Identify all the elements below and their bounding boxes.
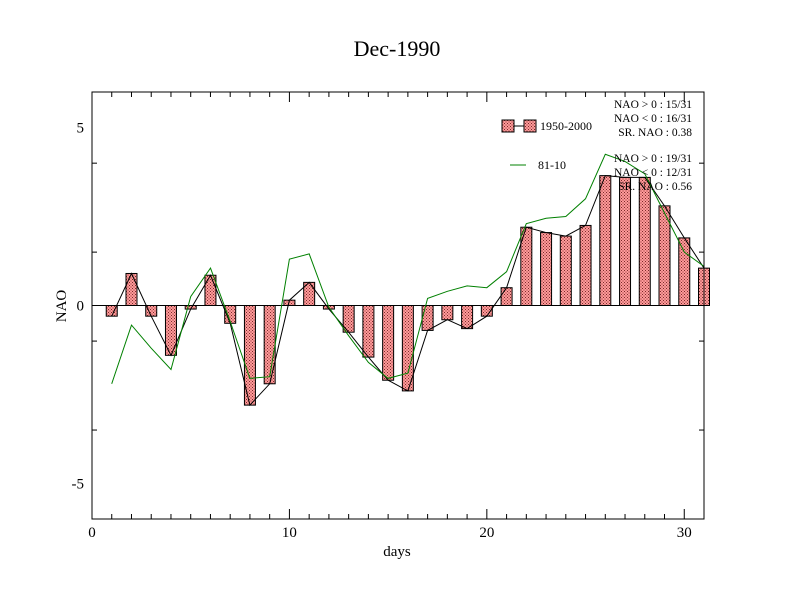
plot-area <box>92 153 710 407</box>
plot-frame <box>91 91 705 520</box>
legend-label-81-10: 81-10 <box>538 158 566 172</box>
x-tick-label: 30 <box>677 525 692 541</box>
bar-day-14 <box>362 305 375 358</box>
legend-swatch-1950-2000 <box>501 119 515 133</box>
bar-day-19 <box>461 305 474 330</box>
y-tick-label: -5 <box>72 476 85 492</box>
series-line-81-10 <box>111 153 705 384</box>
x-tick-label: 0 <box>88 525 96 541</box>
bar-day-18 <box>441 305 454 321</box>
bar-day-26 <box>599 175 612 306</box>
stat-line: NAO < 0 : 16/31 <box>614 113 692 125</box>
chart-title: Dec-1990 <box>354 36 441 61</box>
x-tick-label: 20 <box>479 525 494 541</box>
bar-series-line <box>111 175 705 407</box>
y-tick-label: 0 <box>77 299 85 315</box>
stat-line: SR. NAO : 0.56 <box>618 181 692 193</box>
bar-day-9 <box>263 305 276 385</box>
x-tick-label: 10 <box>282 525 297 541</box>
bar-day-15 <box>382 305 395 381</box>
bar-day-30 <box>678 237 691 306</box>
bar-day-23 <box>540 232 553 306</box>
bar-day-21 <box>500 287 513 307</box>
bar-day-24 <box>559 235 572 306</box>
bar-day-17 <box>421 305 434 331</box>
bar-day-2 <box>125 272 138 307</box>
legend-label-1950-2000: 1950-2000 <box>540 119 592 133</box>
bar-day-28 <box>638 176 651 306</box>
axis-ticks: 0 10 20 30 -5 0 5 <box>72 92 705 541</box>
stat-line: SR. NAO : 0.38 <box>618 127 692 139</box>
y-tick-label: 5 <box>77 121 85 137</box>
y-axis-label: NAO <box>54 290 70 323</box>
stat-line: NAO > 0 : 19/31 <box>614 153 692 165</box>
stat-line: NAO > 0 : 15/31 <box>614 99 692 111</box>
legend: 1950-2000 81-10 NAO > 0 : 15/31 NAO < 0 : 1… <box>501 99 692 193</box>
legend-swatch-1950-2000 <box>523 119 537 133</box>
x-axis-label: days <box>383 544 411 560</box>
bar-day-27 <box>619 176 632 306</box>
bar-day-25 <box>579 224 592 306</box>
stat-line: NAO < 0 : 12/31 <box>614 167 692 179</box>
